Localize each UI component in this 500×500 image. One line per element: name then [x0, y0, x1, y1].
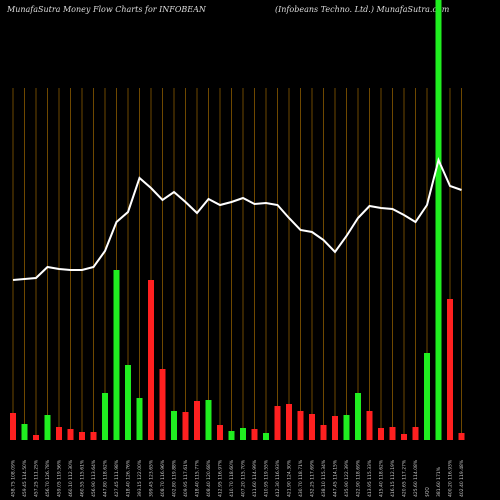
bar [389, 427, 396, 440]
x-tick-label: 407.20 115.70% [241, 459, 247, 497]
bar [194, 401, 200, 440]
x-tick-label: 402.80 119.88% [172, 459, 178, 497]
x-tick-label: 421.90 124.30% [287, 459, 293, 497]
bar [182, 412, 189, 440]
bar [366, 411, 373, 440]
bar [435, 0, 442, 440]
bar [263, 433, 269, 440]
bar [355, 393, 361, 440]
x-tick-label: $QQ [425, 487, 431, 497]
bar [217, 425, 223, 440]
bar [412, 427, 419, 440]
x-tick-label: 412.30 116.93% [275, 459, 281, 497]
bar [251, 429, 258, 440]
bar [67, 429, 74, 440]
bar [44, 415, 51, 440]
bar [148, 280, 154, 440]
bar [205, 400, 212, 440]
bar [447, 299, 453, 440]
bar [56, 427, 62, 440]
bar [159, 369, 166, 440]
bar [286, 404, 292, 440]
x-tick-label: 447.80 118.62% [103, 459, 109, 497]
x-tick-label: 422.90 118.69% [356, 459, 362, 497]
x-tick-label: 393.15 122.00% [137, 459, 143, 497]
bar [378, 428, 384, 440]
bar [424, 353, 430, 440]
bar [171, 411, 177, 440]
bar [343, 415, 350, 440]
x-tick-label: 458.75 108.09% [11, 459, 17, 497]
x-tick-label: 408.40 120.68% [206, 459, 212, 497]
x-tick-label: 460.55 115.61% [80, 459, 86, 497]
x-tick-label: 456.90 113.64% [91, 459, 97, 497]
x-tick-label: 420.65 117.27% [402, 459, 408, 497]
bar [401, 434, 407, 440]
chart-title: MunafaSutra Money Flow Charts for INFOBE… [6, 5, 207, 14]
x-tick-label: 459.45 114.50% [22, 459, 28, 497]
bar [136, 398, 143, 440]
x-tick-label: 456.70 126.78% [45, 459, 51, 497]
bar [274, 406, 281, 440]
x-tick-label: 438.10 115.34% [321, 459, 327, 497]
bar [309, 414, 315, 440]
bar [332, 416, 338, 440]
x-tick-label: 413.95 115.33% [367, 459, 373, 497]
x-tick-label: 411.60 114.99% [252, 459, 258, 497]
bar [320, 425, 327, 440]
x-tick-label: 427.45 111.98% [114, 459, 120, 497]
bar [102, 393, 108, 440]
bar [458, 433, 465, 440]
x-tick-label: 409.95 117.61% [183, 459, 189, 497]
bar [21, 424, 28, 440]
x-tick-label: 399.45 123.65% [149, 459, 155, 497]
x-tick-label: 415.40 118.62% [379, 459, 385, 497]
x-tick-label: 418.40 115.77% [195, 459, 201, 497]
x-tick-label: 432.25 117.69% [310, 459, 316, 497]
x-tick-label: 408.70 116.96% [160, 459, 166, 497]
bar [297, 411, 304, 440]
x-tick-label: 457.25 111.25% [34, 459, 40, 497]
x-tick-label: 447.45 114.15% [333, 459, 339, 497]
x-tick-label: 402.40 119.48% [459, 459, 465, 497]
bar [90, 432, 97, 440]
bar [33, 435, 39, 440]
x-tick-label: 430.70 118.71% [298, 459, 304, 497]
bar [10, 413, 16, 440]
bar [240, 428, 246, 440]
x-tick-label: 416.15 112.19% [390, 459, 396, 497]
x-tick-label: 410.95 119.55% [264, 459, 270, 497]
x-tick-label: 425.60 114.08% [413, 459, 419, 497]
bar [228, 431, 235, 440]
chart-subtitle: (Infobeans Techno. Ltd.) MunafaSutra.com [275, 5, 450, 14]
bar [125, 365, 131, 440]
x-tick-label: 381.60 171% [436, 466, 442, 497]
x-tick-label: 400.20 116.93% [448, 459, 454, 497]
price-line [12, 156, 462, 281]
x-tick-label: 460.10 112.30% [68, 459, 74, 497]
bar [113, 270, 120, 440]
x-tick-label: 459.05 119.56% [57, 459, 63, 497]
x-tick-label: 412.95 116.97% [218, 459, 224, 497]
bar [79, 432, 85, 440]
x-tick-label: 410.70 118.60% [229, 459, 235, 497]
x-tick-label: 435.90 122.39% [344, 459, 350, 497]
x-tick-label: 418.40 126.76% [126, 459, 132, 497]
